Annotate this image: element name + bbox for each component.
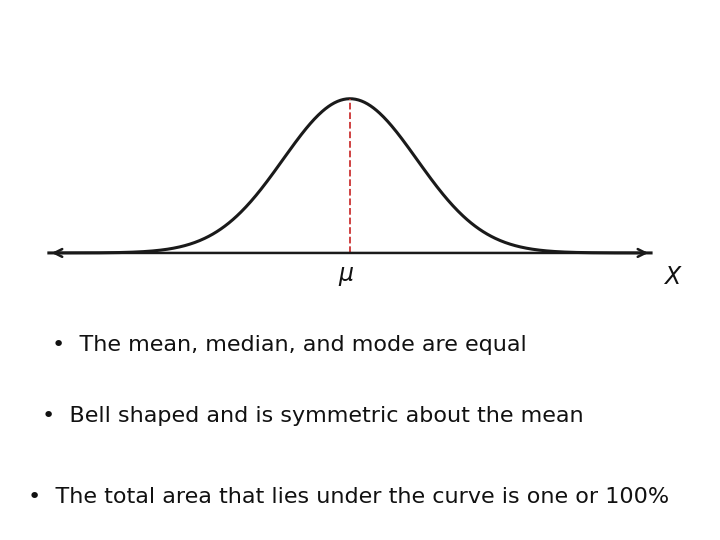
Text: Properties of a Normal Distribution: Properties of a Normal Distribution: [22, 20, 713, 54]
Text: $\it{X}$: $\it{X}$: [663, 265, 683, 288]
Text: •  The mean, median, and mode are equal: • The mean, median, and mode are equal: [53, 334, 527, 355]
Text: •  The total area that lies under the curve is one or 100%: • The total area that lies under the cur…: [28, 487, 670, 507]
Text: $\mu$: $\mu$: [338, 264, 355, 288]
Text: •  Bell shaped and is symmetric about the mean: • Bell shaped and is symmetric about the…: [42, 406, 584, 426]
